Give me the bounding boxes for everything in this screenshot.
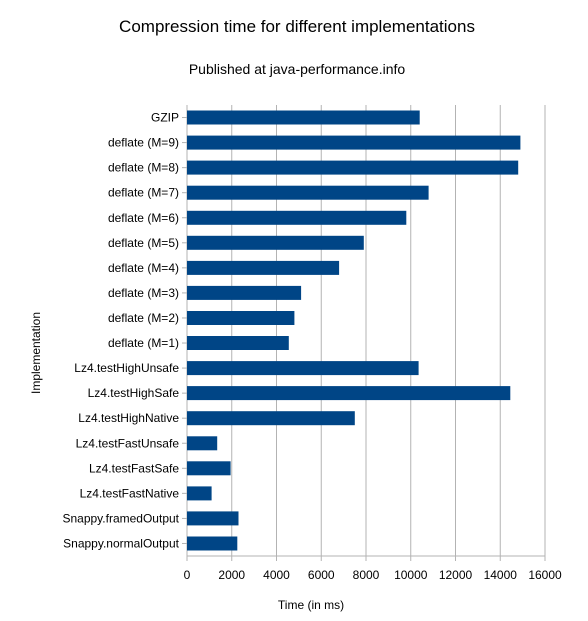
x-tick-label: 6000 (308, 568, 335, 582)
x-tick-label: 14000 (484, 568, 518, 582)
bar (187, 536, 238, 551)
bar (187, 436, 218, 451)
y-tick-label: Lz4.testFastSafe (89, 461, 179, 475)
y-axis-label: Implementation (29, 312, 43, 394)
bar (187, 235, 364, 250)
x-tick-label: 4000 (263, 568, 290, 582)
y-tick-labels: GZIP deflate (M=9) deflate (M=8) deflate (M… (62, 111, 179, 551)
x-tick-label: 0 (184, 568, 191, 582)
y-tick-label: deflate (M=6) (108, 211, 179, 225)
bar (187, 260, 340, 275)
x-tick-label: 2000 (218, 568, 245, 582)
bar (187, 160, 519, 175)
x-tick-label: 10000 (394, 568, 428, 582)
y-tick-label: deflate (M=1) (108, 336, 179, 350)
chart-title: Compression time for different implement… (119, 17, 475, 36)
y-tick-label: deflate (M=5) (108, 236, 179, 250)
bar (187, 411, 355, 426)
x-tick-label: 16000 (528, 568, 562, 582)
bars (187, 110, 521, 551)
bar (187, 185, 429, 200)
bar (187, 336, 289, 350)
bar (187, 486, 212, 501)
y-tick-label: GZIP (151, 111, 179, 125)
y-tick-label: deflate (M=8) (108, 161, 179, 175)
y-tick-label: deflate (M=9) (108, 136, 179, 150)
y-tick-label: Lz4.testHighSafe (88, 386, 180, 400)
bar (187, 511, 239, 526)
x-tick-label: 12000 (439, 568, 473, 582)
y-tick-label: Snappy.normalOutput (63, 537, 180, 551)
grid-lines (182, 105, 546, 561)
bar (187, 210, 407, 225)
x-axis-label: Time (in ms) (278, 598, 344, 612)
bar (187, 386, 511, 401)
y-tick-label: deflate (M=2) (108, 311, 179, 325)
y-tick-label: deflate (M=7) (108, 186, 179, 200)
y-tick-label: Snappy.framedOutput (62, 511, 179, 525)
y-tick-label: deflate (M=3) (108, 286, 179, 300)
bar (187, 461, 231, 476)
bar (187, 361, 419, 376)
bar (187, 285, 302, 300)
y-tick-label: Lz4.testFastUnsafe (76, 436, 180, 450)
x-tick-labels: 0 2000 4000 6000 8000 10000 12000 14000 16000 (184, 568, 562, 582)
y-tick-label: Lz4.testHighUnsafe (74, 361, 179, 375)
bar (187, 110, 420, 125)
bar (187, 311, 295, 325)
bar (187, 135, 521, 150)
y-tick-label: Lz4.testHighNative (78, 411, 179, 425)
x-tick-label: 8000 (353, 568, 380, 582)
chart-subtitle: Published at java-performance.info (189, 61, 406, 77)
y-tick-label: deflate (M=4) (108, 261, 179, 275)
y-tick-label: Lz4.testFastNative (80, 486, 180, 500)
